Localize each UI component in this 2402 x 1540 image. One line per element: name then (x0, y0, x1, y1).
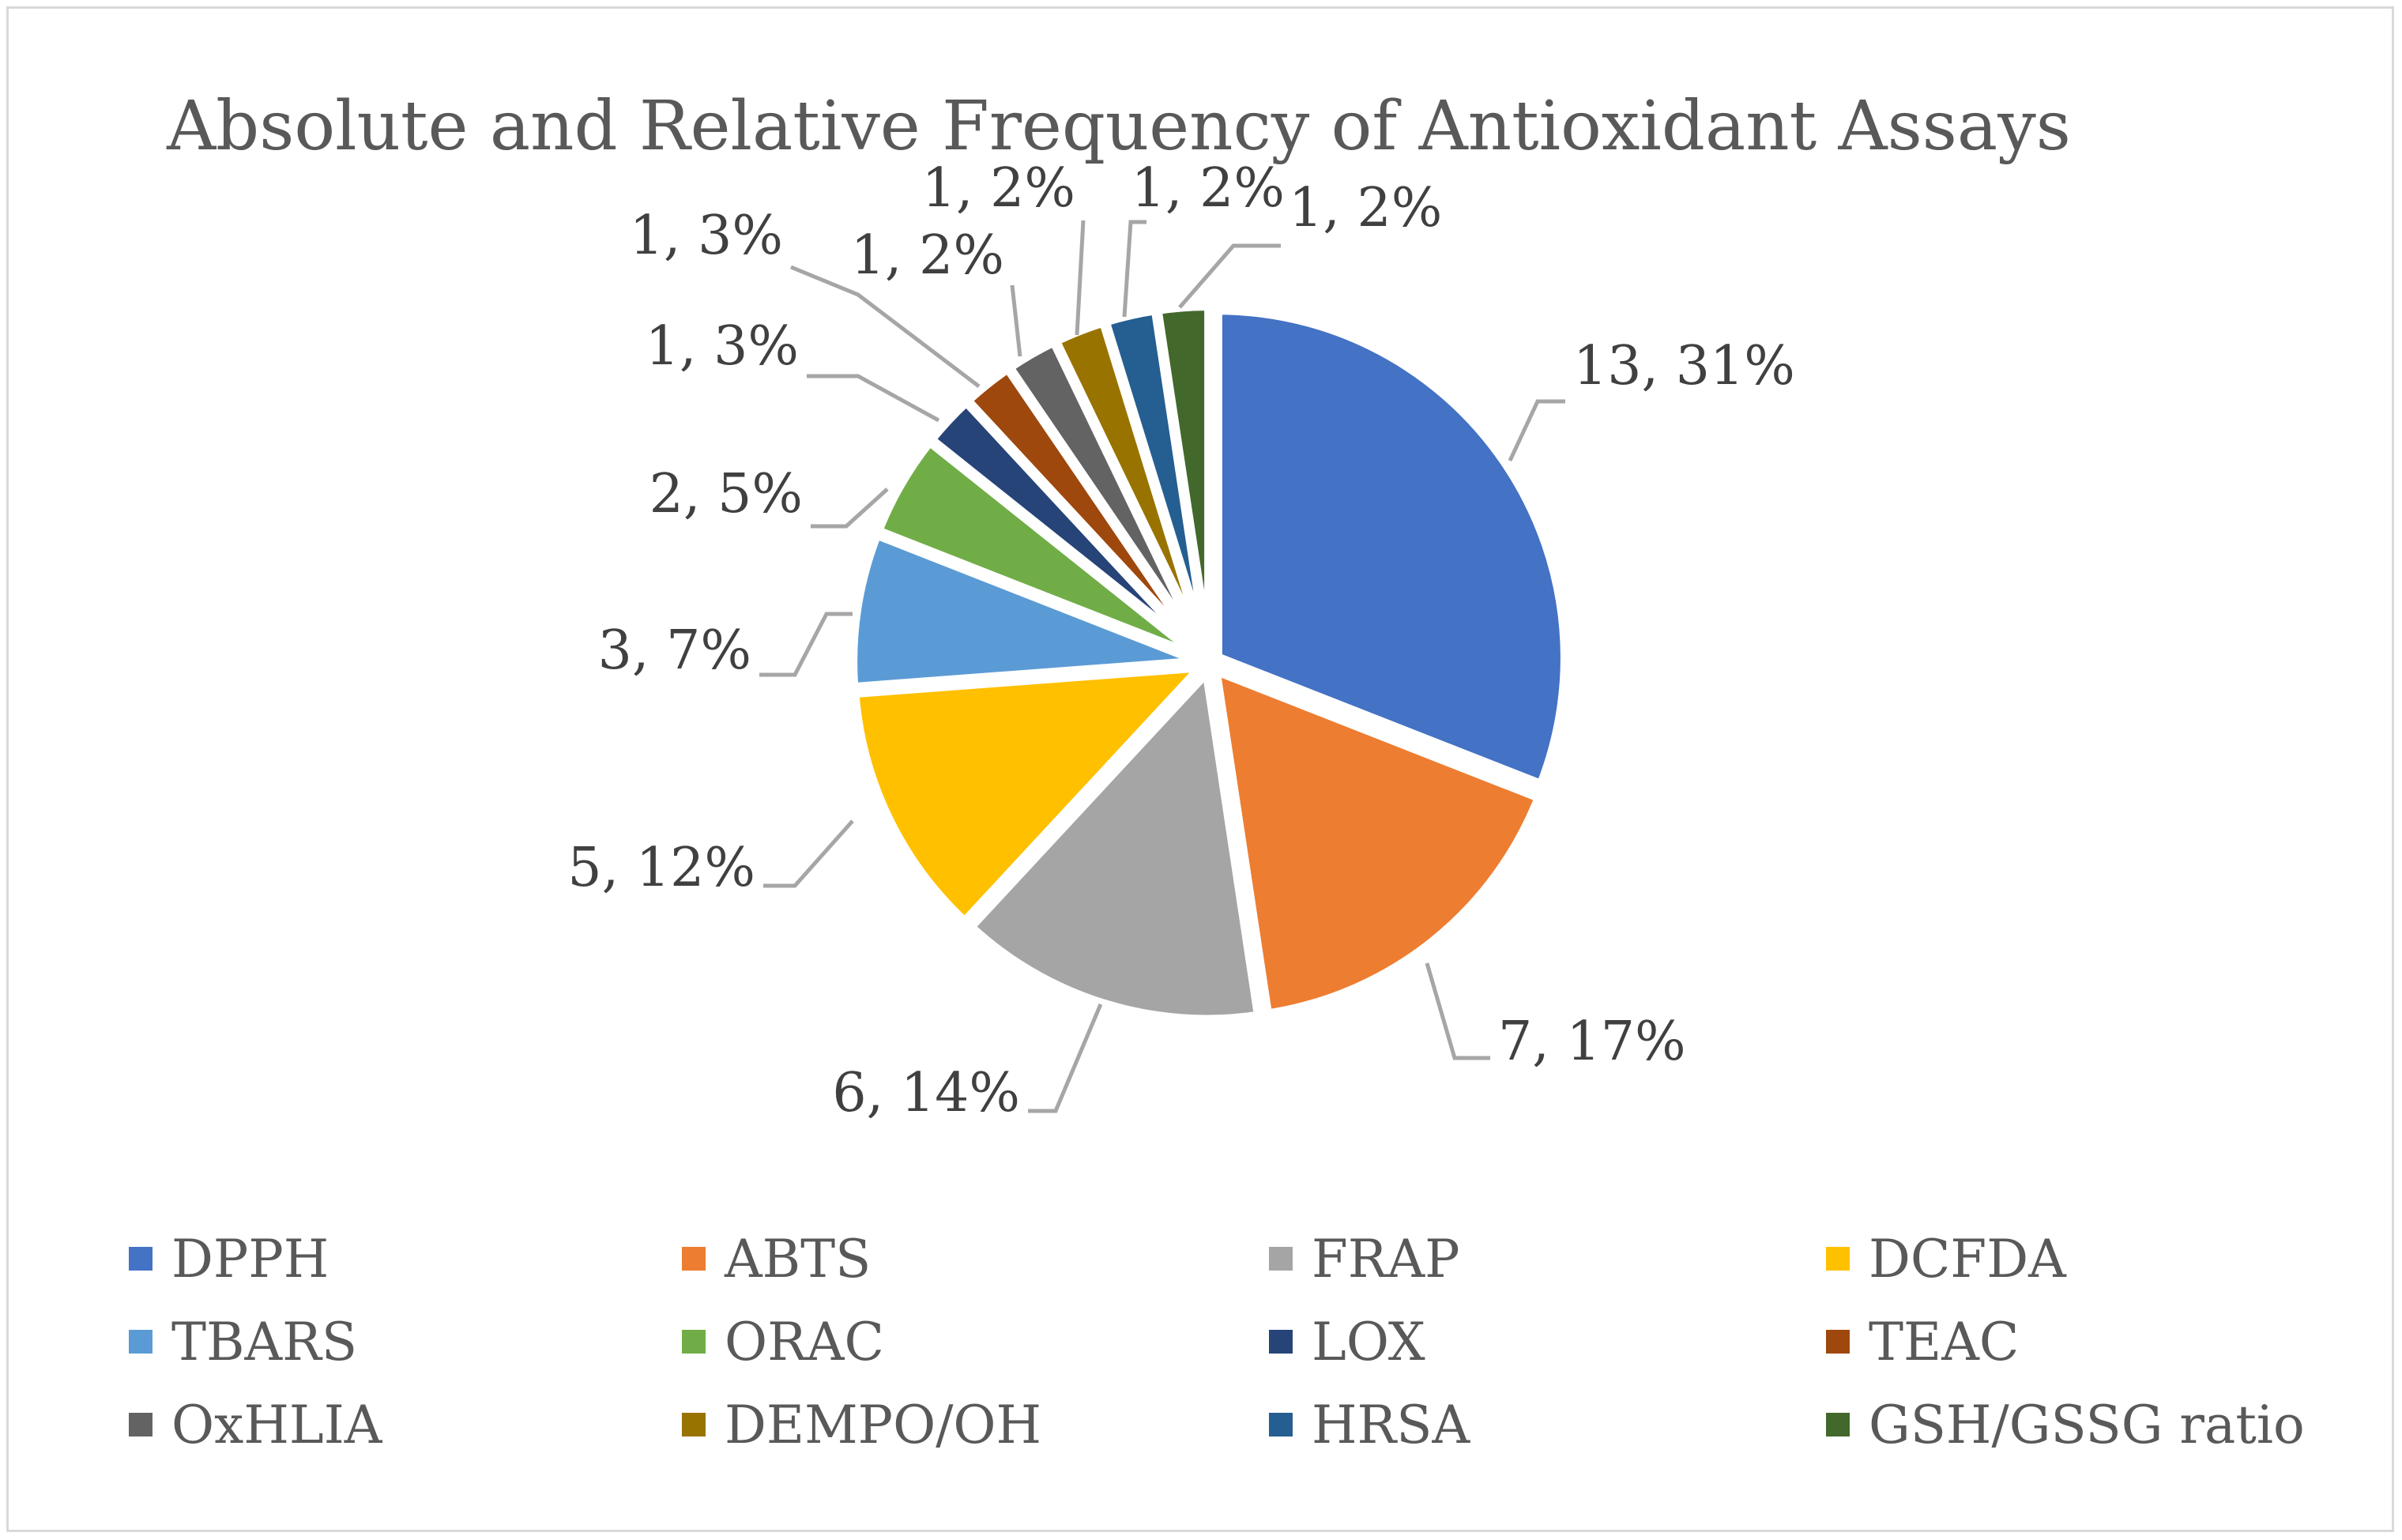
legend-item-abts: ABTS (682, 1229, 871, 1290)
legend-swatch-lox (1269, 1330, 1293, 1354)
legend-item-tbars: TBARS (129, 1312, 357, 1372)
pie-slice-dpph (1212, 305, 1570, 789)
legend-label-dempo-oh: DEMPO/OH (725, 1395, 1041, 1455)
legend-item-lox: LOX (1269, 1312, 1425, 1372)
data-label-dempo-oh: 1, 2% (922, 157, 1075, 220)
leader-lines (759, 220, 1565, 1113)
legend-swatch-hrsa (1269, 1413, 1293, 1436)
legend-swatch-tbars (129, 1330, 152, 1354)
slices-layer (848, 301, 1570, 1025)
leader-line-hrsa (1122, 220, 1146, 318)
legend-swatch-abts (682, 1247, 706, 1271)
leader-line-gsh-gssg-ratio (1178, 243, 1281, 309)
data-label-abts: 7, 17% (1498, 1011, 1686, 1073)
pie-chart: Absolute and Relative Frequency of Antio… (129, 87, 2305, 1455)
legend-item-oxhlia: OxHLIA (129, 1395, 383, 1455)
legend-item-teac: TEAC (1826, 1312, 2019, 1372)
leader-line-abts (1425, 962, 1490, 1060)
data-label-orac: 2, 5% (649, 463, 803, 525)
data-label-dpph: 13, 31% (1573, 335, 1795, 397)
legend-swatch-orac (682, 1330, 706, 1354)
data-label-dcfda: 5, 12% (567, 837, 755, 899)
data-label-tbars: 3, 7% (598, 619, 751, 682)
leader-line-dempo-oh (1075, 220, 1086, 336)
pie-slice-frap (966, 667, 1264, 1025)
data-labels: 13, 31% 7, 17% 6, 14% 5, 12% 3, 7% 2, 5% 1, 3%… (567, 157, 1795, 1124)
legend-item-dcfda: DCFDA (1826, 1229, 2067, 1290)
legend-item-dpph: DPPH (129, 1229, 329, 1290)
chart-title: Absolute and Relative Frequency of Antio… (166, 87, 2071, 166)
data-label-lox: 1, 3% (646, 315, 799, 378)
legend-swatch-oxhlia (129, 1413, 152, 1436)
leader-line-orac (811, 488, 889, 529)
legend-swatch-frap (1269, 1247, 1293, 1271)
pie-slice-dcfda (849, 662, 1207, 927)
chart-frame: Absolute and Relative Frequency of Antio… (6, 6, 2394, 1532)
legend-item-orac: ORAC (682, 1312, 884, 1372)
legend-label-lox: LOX (1312, 1312, 1425, 1372)
leader-line-tbars (759, 612, 853, 677)
data-label-gsh-gssg-ratio: 1, 2% (1289, 177, 1442, 239)
data-label-oxhlia: 1, 2% (851, 224, 1004, 287)
leader-line-teac (790, 265, 981, 388)
pie-slice-tbars (848, 529, 1206, 693)
leader-line-oxhlia (1010, 284, 1022, 357)
leader-line-dpph (1508, 399, 1565, 462)
pie-slice-gsh-gssg-ratio (1152, 301, 1214, 659)
legend-item-gsh-gssg-ratio: GSH/GSSG ratio (1826, 1395, 2305, 1455)
legend-label-hrsa: HRSA (1312, 1395, 1470, 1455)
legend-swatch-dpph (129, 1247, 152, 1271)
legend-label-gsh-gssg-ratio: GSH/GSSG ratio (1869, 1395, 2305, 1455)
leader-line-frap (1028, 1003, 1103, 1113)
data-label-teac: 1, 3% (630, 205, 783, 267)
legend-item-frap: FRAP (1269, 1229, 1460, 1290)
legend-label-frap: FRAP (1312, 1229, 1460, 1290)
legend-item-dempo-oh: DEMPO/OH (682, 1395, 1041, 1455)
data-label-frap: 6, 14% (832, 1062, 1020, 1124)
data-label-hrsa: 1, 2% (1131, 157, 1285, 220)
legend-swatch-teac (1826, 1330, 1850, 1354)
legend: DPPH ABTS FRAP DCFDA TBARS ORAC LOX TEAC OxHLIA D… (129, 1229, 2305, 1455)
leader-line-lox (807, 374, 940, 423)
legend-label-orac: ORAC (725, 1312, 884, 1372)
legend-label-oxhlia: OxHLIA (171, 1395, 383, 1455)
legend-label-dpph: DPPH (171, 1229, 329, 1290)
legend-swatch-gsh-gssg-ratio (1826, 1413, 1850, 1436)
legend-swatch-dempo-oh (682, 1413, 706, 1436)
legend-label-abts: ABTS (724, 1229, 871, 1290)
legend-label-teac: TEAC (1869, 1312, 2019, 1372)
legend-item-hrsa: HRSA (1269, 1395, 1470, 1455)
pie-slice-abts (1210, 665, 1545, 1019)
legend-label-tbars: TBARS (171, 1312, 357, 1372)
legend-label-dcfda: DCFDA (1869, 1229, 2067, 1290)
leader-line-dcfda (763, 819, 854, 888)
legend-swatch-dcfda (1826, 1247, 1850, 1271)
